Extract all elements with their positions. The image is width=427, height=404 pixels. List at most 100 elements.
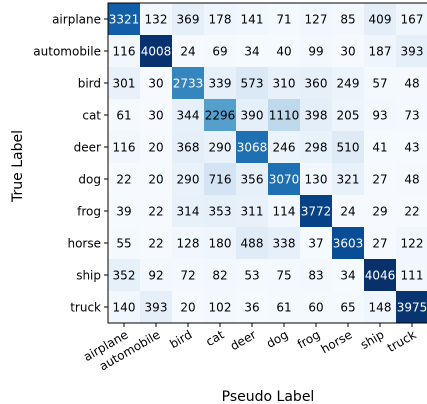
heatmap-cell (300, 35, 333, 68)
x-tick-label: ship (358, 327, 386, 352)
heatmap-cell (172, 259, 205, 292)
heatmap-cell (332, 67, 365, 100)
x-tick-label: cat (203, 327, 226, 349)
cell-value-label: 61 (276, 301, 291, 315)
heatmap-cell (236, 195, 269, 228)
cell-value-label: 128 (177, 237, 200, 251)
cell-value-label: 71 (276, 13, 291, 27)
heatmap-cell (268, 131, 301, 164)
cell-value-label: 3772 (301, 205, 332, 219)
heatmap-cell (108, 163, 141, 196)
cell-value-label: 4046 (365, 269, 396, 283)
heatmap-cell (396, 67, 427, 100)
x-tick-label: dog (264, 327, 291, 350)
heatmap-cell (300, 259, 333, 292)
heatmap-cell (172, 99, 205, 132)
heatmap-cell (204, 259, 237, 292)
cell-value-label: 37 (308, 237, 323, 251)
heatmap-cell (236, 3, 269, 36)
heatmap-cell (268, 163, 301, 196)
heatmap-cell (396, 35, 427, 68)
cell-value-label: 61 (116, 109, 131, 123)
cell-value-label: 353 (209, 205, 232, 219)
cell-value-label: 34 (340, 269, 355, 283)
heatmap-cell (172, 35, 205, 68)
heatmap-cell (172, 195, 205, 228)
cell-value-label: 111 (401, 269, 424, 283)
heatmap-cell (396, 163, 427, 196)
cell-value-label: 360 (305, 77, 328, 91)
cell-value-label: 27 (372, 173, 387, 187)
heatmap-cell (172, 291, 205, 324)
cell-value-label: 132 (145, 13, 168, 27)
cell-value-label: 85 (340, 13, 355, 27)
x-tick-label: frog (295, 327, 323, 351)
heatmap-cell (332, 227, 365, 260)
heatmap-cell (396, 99, 427, 132)
heatmap-cell (236, 163, 269, 196)
cell-value-label: 2733 (173, 77, 204, 91)
heatmap-cell (268, 291, 301, 324)
heatmap-cell (140, 131, 173, 164)
y-axis-ticks: airplane automobile bird cat deer dog frog hors… (33, 13, 108, 315)
heatmap-cell (204, 99, 237, 132)
heatmap-cell (332, 3, 365, 36)
heatmap-cell (300, 99, 333, 132)
heatmap-cell (236, 227, 269, 260)
heatmap-cell (108, 99, 141, 132)
cell-value-label: 290 (209, 141, 232, 155)
cell-value-label: 30 (148, 109, 163, 123)
heatmap-cell (364, 99, 397, 132)
heatmap-cell (300, 67, 333, 100)
cell-value-label: 249 (337, 77, 360, 91)
cell-value-label: 344 (177, 109, 200, 123)
heatmap-cell (204, 131, 237, 164)
cell-value-label: 368 (177, 141, 200, 155)
cell-value-label: 187 (369, 45, 392, 59)
heatmap-cell (172, 3, 205, 36)
y-tick-label: truck (70, 301, 101, 315)
cell-value-label: 55 (116, 237, 131, 251)
heatmap-cell (364, 163, 397, 196)
cell-value-label: 114 (273, 205, 296, 219)
cell-value-label: 60 (308, 301, 323, 315)
cell-value-label: 102 (209, 301, 232, 315)
cell-value-label: 20 (148, 173, 163, 187)
cell-value-label: 205 (337, 109, 360, 123)
heatmap-cell (236, 131, 269, 164)
heatmap-cell (236, 259, 269, 292)
heatmap-cell (364, 35, 397, 68)
heatmap-cell (236, 291, 269, 324)
heatmap-cell (236, 67, 269, 100)
x-tick-label: deer (228, 327, 259, 353)
cell-value-label: 92 (148, 269, 163, 283)
heatmap-cell (140, 163, 173, 196)
heatmap-cell (332, 291, 365, 324)
y-tick-label: bird (78, 77, 101, 91)
cell-value-label: 75 (276, 269, 291, 283)
cell-value-label: 53 (244, 269, 259, 283)
cell-value-label: 41 (372, 141, 387, 155)
plot-frame (107, 2, 427, 324)
heatmap-cell (396, 3, 427, 36)
heatmap-cell (172, 67, 205, 100)
cell-value-label: 369 (177, 13, 200, 27)
cell-value-label: 127 (305, 13, 328, 27)
y-tick-label: horse (67, 237, 101, 251)
heatmap-cell (332, 35, 365, 68)
x-tick-label: bird (167, 327, 194, 351)
cell-value-label: 393 (401, 45, 424, 59)
heatmap-cell (108, 195, 141, 228)
y-tick-label: dog (78, 173, 101, 187)
heatmap-cell (364, 291, 397, 324)
heatmap-cell (172, 163, 205, 196)
heatmap-cell (364, 67, 397, 100)
heatmap-cell (396, 227, 427, 260)
cell-value-label: 116 (113, 45, 136, 59)
heatmap-cell (204, 227, 237, 260)
y-tick-label: automobile (33, 45, 101, 59)
cell-value-label: 36 (244, 301, 259, 315)
heatmap-cell (268, 67, 301, 100)
